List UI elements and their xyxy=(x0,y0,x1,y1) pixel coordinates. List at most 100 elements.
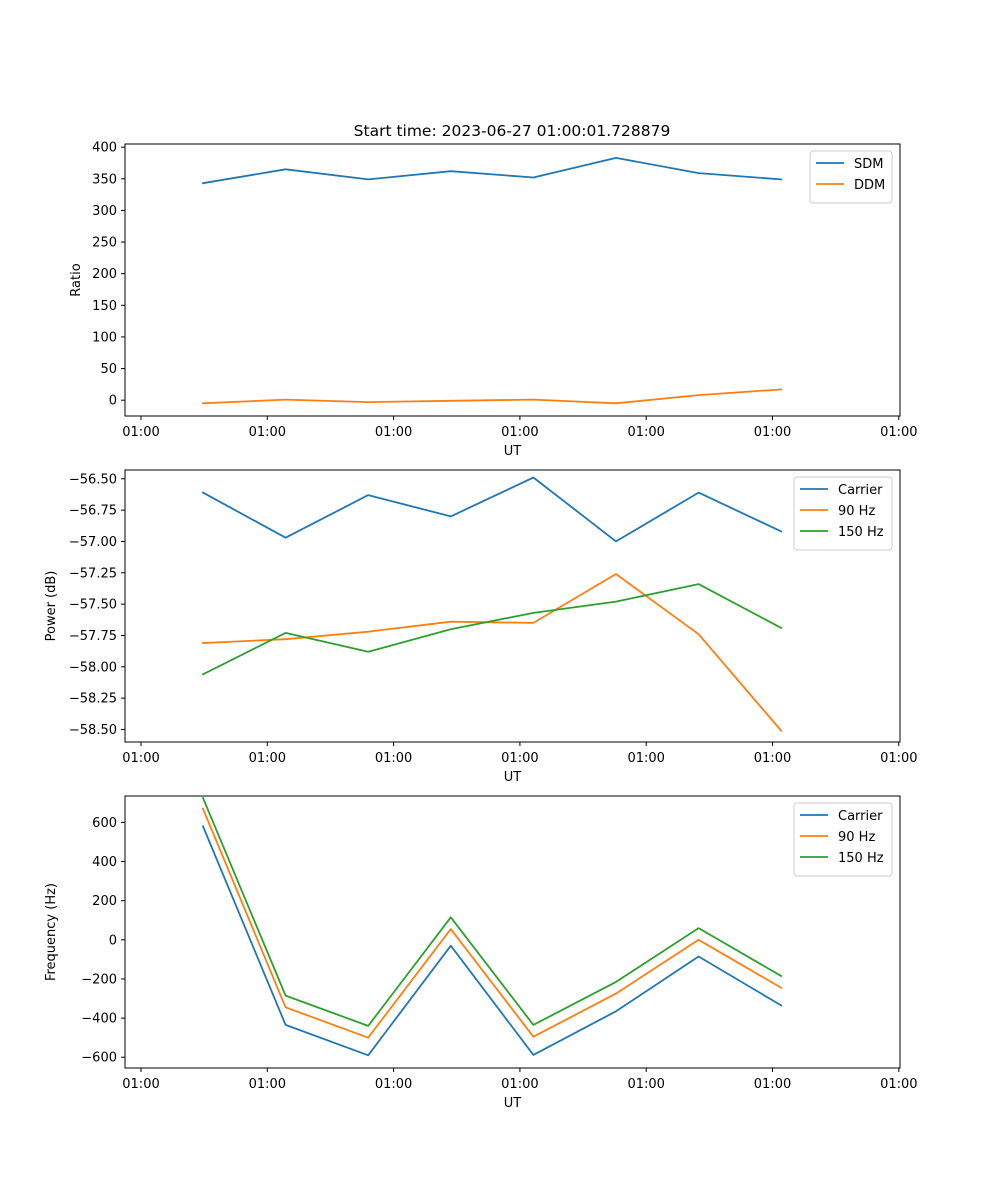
data-point-90-hz xyxy=(449,927,453,931)
y-tick-label: 350 xyxy=(92,172,117,187)
data-point-90-hz xyxy=(449,620,453,624)
y-axis-label: Ratio xyxy=(69,263,84,296)
data-point-sdm xyxy=(284,167,288,171)
series-line-ddm xyxy=(202,388,783,405)
data-point-150-hz xyxy=(449,915,453,919)
legend-label: DDM xyxy=(854,178,885,193)
data-point-90-hz xyxy=(531,621,535,625)
x-axis-label: UT xyxy=(504,770,522,785)
y-tick-label: 0 xyxy=(109,933,117,948)
data-point-sdm xyxy=(697,171,701,175)
data-point-90-hz xyxy=(697,632,701,636)
series-line-sdm xyxy=(201,157,783,185)
panels: 0 50 100 150 200 250 300 350 400 01:00 01:00 01:00 0… xyxy=(44,141,918,1111)
y-axis-label: Frequency (Hz) xyxy=(44,883,59,981)
data-point-carrier xyxy=(284,1023,288,1027)
y-tick-label: 250 xyxy=(92,236,117,251)
y-tick-label: 600 xyxy=(92,816,117,831)
data-point-150-hz xyxy=(697,582,701,586)
legend-label: 90 Hz xyxy=(838,504,875,519)
data-point-sdm xyxy=(366,177,370,181)
data-point-carrier xyxy=(366,493,370,497)
data-point-90-hz xyxy=(779,986,783,990)
plot-frame xyxy=(124,143,901,417)
data-point-150-hz xyxy=(614,980,618,984)
x-tick-label: 01:00 xyxy=(754,1077,791,1092)
y-tick-label: −56.50 xyxy=(69,472,117,487)
x-tick-label: 01:00 xyxy=(501,1077,538,1092)
y-tick-label: −57.75 xyxy=(69,629,117,644)
data-point-ddm xyxy=(201,401,205,405)
y-tick-label: 200 xyxy=(92,894,117,909)
series-line-90-hz xyxy=(202,573,783,732)
data-point-carrier xyxy=(531,476,535,480)
data-point-ddm xyxy=(449,399,453,403)
legend-label: Carrier xyxy=(838,809,883,824)
data-point-carrier xyxy=(614,1009,618,1013)
y-tick-label: 0 xyxy=(109,394,117,409)
y-axis-label: Power (dB) xyxy=(44,571,59,642)
plot-frame xyxy=(124,469,901,743)
data-point-150-hz xyxy=(366,650,370,654)
data-point-150-hz xyxy=(531,611,535,615)
data-point-carrier xyxy=(201,824,205,828)
data-point-90-hz xyxy=(531,1035,535,1039)
x-tick-label: 01:00 xyxy=(249,425,286,440)
data-point-sdm xyxy=(779,177,783,181)
x-tick-label: 01:00 xyxy=(122,1077,159,1092)
y-tick-label: −57.50 xyxy=(69,598,117,613)
chart-panel-2: −58.50 −58.25 −58.00 −57.75 −57.50 −57.25 −57.… xyxy=(44,469,918,785)
data-point-ddm xyxy=(779,387,783,391)
y-tick-label: 400 xyxy=(92,141,117,156)
data-point-carrier xyxy=(614,539,618,543)
y-tick-label: 150 xyxy=(92,299,117,314)
y-tick-label: −58.50 xyxy=(69,723,117,738)
data-point-150-hz xyxy=(779,974,783,978)
data-point-ddm xyxy=(366,400,370,404)
y-tick-label: 100 xyxy=(92,330,117,345)
y-tick-label: −600 xyxy=(81,1051,117,1066)
legend-label: 90 Hz xyxy=(838,830,875,845)
data-point-150-hz xyxy=(449,627,453,631)
data-point-90-hz xyxy=(614,572,618,576)
legend-box xyxy=(809,150,893,204)
legend-label: 150 Hz xyxy=(838,851,884,866)
y-tick-label: −58.25 xyxy=(69,692,117,707)
data-point-carrier xyxy=(201,491,205,495)
data-point-90-hz xyxy=(779,729,783,733)
data-point-90-hz xyxy=(284,1005,288,1009)
x-tick-label: 01:00 xyxy=(122,751,159,766)
chart-panel-3: −600 −400 −200 0 200 400 600 01:00 01:00 01:00 01:… xyxy=(44,795,918,1111)
y-tick-label: −400 xyxy=(81,1012,117,1027)
x-tick-label: 01:00 xyxy=(880,751,917,766)
series-line-90-hz xyxy=(201,807,783,1039)
x-tick-label: 01:00 xyxy=(375,1077,412,1092)
legend-label: Carrier xyxy=(838,483,883,498)
y-tick-label: 50 xyxy=(100,362,117,377)
x-tick-label: 01:00 xyxy=(627,1077,664,1092)
x-tick-label: 01:00 xyxy=(249,1077,286,1092)
data-point-sdm xyxy=(614,156,618,160)
figure-title: Start time: 2023-06-27 01:00:01.728879 xyxy=(354,122,671,140)
legend: SDM DDM xyxy=(809,150,893,204)
data-point-90-hz xyxy=(614,992,618,996)
data-point-150-hz xyxy=(531,1023,535,1027)
data-point-carrier xyxy=(697,955,701,959)
data-point-ddm xyxy=(531,398,535,402)
data-point-sdm xyxy=(449,169,453,173)
data-point-carrier xyxy=(697,491,701,495)
data-point-ddm xyxy=(697,393,701,397)
legend-label: SDM xyxy=(854,157,883,172)
y-tick-label: −56.75 xyxy=(69,504,117,519)
x-axis-label: UT xyxy=(504,1096,522,1111)
x-tick-label: 01:00 xyxy=(627,751,664,766)
series-line-carrier xyxy=(201,825,783,1057)
x-tick-label: 01:00 xyxy=(375,751,412,766)
data-point-carrier xyxy=(779,1003,783,1007)
data-point-carrier xyxy=(284,536,288,540)
data-point-90-hz xyxy=(201,641,205,645)
x-tick-label: 01:00 xyxy=(754,751,791,766)
data-point-90-hz xyxy=(366,1036,370,1040)
chart-panel-1: 0 50 100 150 200 250 300 350 400 01:00 01:00 01:00 0… xyxy=(69,141,918,459)
